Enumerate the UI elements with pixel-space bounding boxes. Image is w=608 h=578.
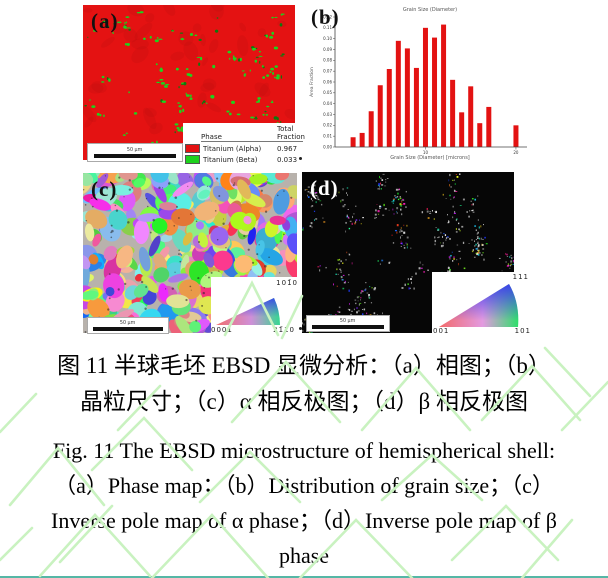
panel-d-beta-ipf-map: (d) 50 μm 111	[302, 172, 535, 336]
ipf-triangle	[439, 284, 519, 327]
svg-text:0.03: 0.03	[323, 112, 332, 117]
scalebar-d-bar	[311, 325, 385, 329]
legend-header-row: Phase Fraction	[185, 133, 305, 142]
svg-text:Grain Size (Diameter): Grain Size (Diameter)	[403, 7, 457, 13]
svg-text:20: 20	[513, 150, 519, 155]
svg-text:0.12: 0.12	[323, 14, 332, 19]
scalebar-a-bar	[93, 154, 177, 158]
svg-text:0.04: 0.04	[323, 101, 332, 106]
panel-c-alpha-ipf-map: (c) 50 μm 101̄0	[83, 173, 301, 335]
ipf-c-label-1010: 101̄0	[276, 279, 298, 287]
svg-text:0.08: 0.08	[323, 58, 332, 63]
legend-row-beta: Titanium (Beta) 0.033	[185, 155, 303, 164]
ipf-c-label-2110: 21̄10	[273, 326, 295, 334]
scalebar-d: 50 μm	[306, 315, 390, 332]
panel-b-grain-size-chart: 0.00 0.01 0.02 0.03 0.04 0.05 0.06 0.07 0.08 0.09…	[305, 3, 535, 168]
svg-text:0.07: 0.07	[323, 69, 332, 74]
svg-text:Area Fraction: Area Fraction	[309, 67, 315, 97]
svg-text:0.09: 0.09	[323, 47, 332, 52]
svg-text:0.00: 0.00	[323, 144, 332, 149]
svg-text:0.10: 0.10	[323, 36, 332, 41]
ipf-wedge	[216, 298, 280, 325]
svg-text:0.11: 0.11	[323, 25, 332, 30]
panel-d-label: (d)	[310, 176, 339, 200]
caption-zh-line1: 图 11 半球毛坯 EBSD 显微分析：（a）相图；（b）	[57, 353, 551, 378]
alpha-ipf-color-key: 101̄0 0001 21̄10	[211, 277, 301, 335]
alpha-color-swatch	[185, 144, 200, 153]
scalebar-c-text: 50 μm	[120, 319, 136, 326]
legend-header-fraction: Fraction	[277, 133, 305, 142]
phase-legend: Total Phase Fraction Titanium (Alpha) 0.…	[183, 123, 306, 166]
panel-a-phase-map: (a) 50 μm Total Phase Fraction Titanium …	[83, 5, 306, 166]
ebsd-figure: (a) 50 μm Total Phase Fraction Titanium …	[83, 3, 535, 336]
scalebar-d-text: 50 μm	[340, 317, 356, 324]
scalebar-a: 50 μm	[87, 143, 183, 162]
ipf-d-label-111: 111	[512, 273, 529, 281]
scalebar-c-bar	[92, 327, 164, 331]
phase-map-image	[83, 5, 295, 160]
svg-text:0.02: 0.02	[323, 123, 332, 128]
ipf-c-label-0001: 0001	[211, 326, 233, 334]
legend-header-total: Total	[277, 125, 294, 133]
caption-en-line3: Inverse pole map of α phase；（d）Inverse p…	[51, 508, 557, 533]
svg-text:0.05: 0.05	[323, 90, 332, 95]
beta-phase-fraction: 0.033	[277, 155, 298, 164]
legend-header-phase: Phase	[201, 133, 277, 142]
panel-a-label: (a)	[91, 9, 119, 33]
artifact-dot	[299, 327, 302, 330]
caption-zh-line2: 晶粒尺寸；（c）α 相反极图；（d）β 相反极图	[80, 389, 528, 414]
svg-text:0.01: 0.01	[323, 134, 332, 139]
artifact-dot	[299, 157, 302, 160]
figure-captions: 图 11 半球毛坯 EBSD 显微分析：（a）相图；（b） 晶粒尺寸；（c）α …	[0, 348, 608, 573]
grain-size-bar-chart: 0.00 0.01 0.02 0.03 0.04 0.05 0.06 0.07 0.08 0.09…	[309, 7, 527, 161]
caption-en-line2: （a）Phase map；（b）Distribution of grain si…	[54, 473, 554, 498]
scalebar-c: 50 μm	[87, 317, 169, 334]
ipf-d-label-001: 001	[433, 327, 450, 335]
caption-en-line4: phase	[278, 543, 330, 568]
beta-ipf-color-key: 111 001 101	[432, 272, 535, 336]
legend-row-alpha: Titanium (Alpha) 0.967	[185, 144, 303, 153]
beta-color-swatch	[185, 155, 200, 164]
beta-phase-name: Titanium (Beta)	[203, 155, 258, 164]
panel-b-label: (b)	[311, 5, 340, 29]
svg-text:0.06: 0.06	[323, 79, 332, 84]
svg-text:10: 10	[423, 150, 429, 155]
panel-c-label: (c)	[91, 177, 118, 201]
alpha-phase-fraction: 0.967	[277, 144, 298, 153]
scalebar-a-text: 50 μm	[127, 146, 143, 153]
ipf-d-label-101: 101	[514, 327, 531, 335]
alpha-phase-name: Titanium (Alpha)	[203, 144, 262, 153]
caption-en: Fig. 11 The EBSD microstructure of hemis…	[0, 433, 608, 573]
caption-en-line1: Fig. 11 The EBSD microstructure of hemis…	[52, 438, 556, 463]
svg-text:Grain Size (Diameter) [microns: Grain Size (Diameter) [microns]	[390, 155, 470, 161]
